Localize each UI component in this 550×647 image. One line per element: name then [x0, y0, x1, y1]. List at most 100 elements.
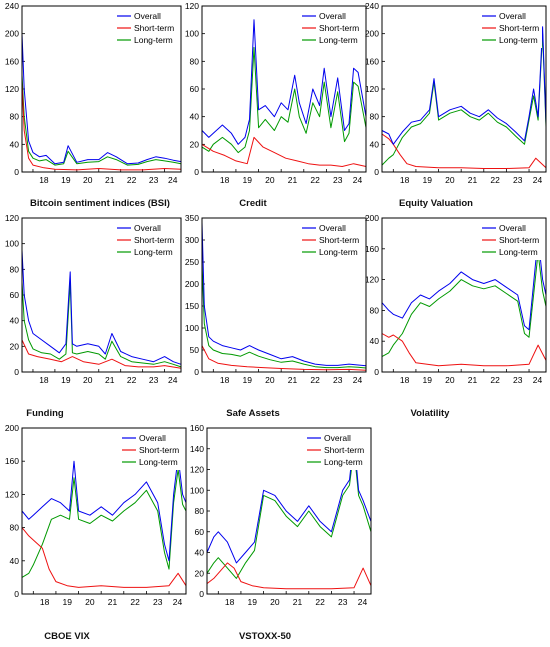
x-tick-label: 23	[513, 175, 523, 185]
x-tick-label: 21	[468, 175, 478, 185]
x-tick-label: 22	[490, 175, 500, 185]
x-tick-label: 18	[225, 597, 235, 607]
y-tick-label: 300	[185, 235, 199, 245]
y-tick-label: 160	[5, 456, 19, 466]
y-tick-label: 60	[190, 84, 200, 94]
x-tick-label: 20	[265, 175, 275, 185]
series-line-overall	[21, 250, 182, 365]
series-line-long-term	[201, 261, 367, 369]
series-line-overall	[201, 19, 367, 145]
legend-label-overall: Overall	[139, 433, 166, 443]
legend-label-long-term: Long-term	[139, 457, 178, 467]
x-tick-label: 19	[423, 175, 433, 185]
legend-label-long-term: Long-term	[499, 247, 538, 257]
y-tick-label: 200	[365, 29, 379, 39]
y-tick-label: 100	[185, 323, 199, 333]
x-tick-label: 24	[173, 597, 183, 607]
series-line-long-term	[21, 469, 187, 578]
y-tick-label: 0	[194, 367, 199, 377]
y-tick-label: 160	[365, 56, 379, 66]
y-tick-label: 40	[10, 556, 20, 566]
series-line-overall	[201, 222, 367, 367]
y-tick-label: 100	[190, 485, 204, 495]
y-tick-label: 100	[185, 29, 199, 39]
series-line-short-term	[201, 345, 367, 371]
chart-bsi: 0 40 80 120 160 200 240 18 19 20 21 22 23 24 Overall Sh…	[5, 1, 182, 185]
y-tick-label: 120	[5, 489, 19, 499]
chart-cboe-vix: 0 40 80 120 160 200 18 19 20 21 22 23 24 Overall Short…	[5, 423, 187, 607]
x-tick-label: 24	[353, 375, 363, 385]
x-tick-label: 23	[513, 375, 523, 385]
x-tick-label: 18	[39, 175, 49, 185]
series-line-long-term	[381, 252, 547, 358]
legend-label-overall: Overall	[319, 11, 346, 21]
legend-label-overall: Overall	[324, 433, 351, 443]
x-tick-label: 19	[243, 175, 253, 185]
y-tick-label: 40	[190, 112, 200, 122]
x-tick-label: 23	[153, 597, 163, 607]
legend-label-overall: Overall	[499, 223, 526, 233]
y-tick-label: 80	[10, 523, 20, 533]
caption-volatility: Volatility	[410, 408, 450, 419]
y-tick-label: 120	[365, 84, 379, 94]
x-tick-label: 22	[315, 597, 325, 607]
series-line-overall	[21, 33, 182, 165]
y-tick-label: 120	[5, 84, 19, 94]
legend-label-long-term: Long-term	[134, 35, 173, 45]
y-tick-label: 80	[10, 112, 20, 122]
x-tick-label: 19	[243, 375, 253, 385]
x-tick-label: 20	[445, 375, 455, 385]
x-tick-label: 21	[105, 175, 115, 185]
x-tick-label: 22	[490, 375, 500, 385]
y-tick-label: 200	[185, 279, 199, 289]
y-tick-label: 250	[185, 257, 199, 267]
y-tick-label: 150	[185, 301, 199, 311]
y-tick-label: 100	[5, 239, 19, 249]
x-tick-label: 21	[105, 375, 115, 385]
y-tick-label: 160	[365, 244, 379, 254]
series-line-short-term	[381, 133, 547, 169]
x-tick-label: 22	[310, 175, 320, 185]
x-tick-label: 24	[533, 175, 543, 185]
legend-label-long-term: Long-term	[324, 457, 363, 467]
plot-frame	[206, 427, 372, 595]
y-tick-label: 80	[190, 56, 200, 66]
y-tick-label: 200	[5, 423, 19, 433]
caption-cboe-vix: CBOE VIX	[44, 631, 90, 642]
series-line-short-term	[21, 527, 187, 588]
y-tick-label: 40	[370, 336, 380, 346]
series-line-long-term	[21, 75, 182, 166]
y-tick-label: 350	[185, 213, 199, 223]
x-tick-label: 18	[39, 375, 49, 385]
chart-credit: 0 20 40 60 80 100 120 18 19 20 21 22 23 24 Overall Shor…	[185, 1, 367, 185]
y-tick-label: 0	[194, 167, 199, 177]
y-tick-label: 0	[14, 167, 19, 177]
y-tick-label: 40	[195, 548, 205, 558]
chart-vstoxx-50: 0 20 40 60 80 100 120 140 160 18 19 20 21 22 23 24 Overa…	[190, 423, 372, 607]
y-tick-label: 80	[370, 305, 380, 315]
y-tick-label: 160	[5, 56, 19, 66]
legend-label-long-term: Long-term	[134, 247, 173, 257]
series-line-short-term	[21, 82, 182, 171]
x-tick-label: 20	[85, 597, 95, 607]
chart-volatility: 0 40 80 120 160 200 18 19 20 21 22 23 24 Overall Short…	[365, 213, 547, 385]
y-tick-label: 120	[5, 213, 19, 223]
legend-label-overall: Overall	[134, 223, 161, 233]
y-tick-label: 140	[190, 444, 204, 454]
y-tick-label: 0	[199, 589, 204, 599]
y-tick-label: 50	[190, 345, 200, 355]
series-line-short-term	[21, 339, 182, 369]
caption-funding: Funding	[26, 408, 64, 419]
x-tick-label: 18	[220, 375, 230, 385]
caption-equity-valuation: Equity Valuation	[399, 198, 473, 209]
legend-label-short-term: Short-term	[499, 235, 539, 245]
y-tick-label: 240	[5, 1, 19, 11]
x-tick-label: 19	[63, 597, 73, 607]
y-tick-label: 80	[10, 264, 20, 274]
x-tick-label: 18	[400, 175, 410, 185]
y-tick-label: 200	[365, 213, 379, 223]
x-tick-label: 24	[353, 175, 363, 185]
x-tick-label: 21	[293, 597, 303, 607]
x-tick-label: 19	[61, 175, 71, 185]
legend-label-long-term: Long-term	[499, 35, 538, 45]
